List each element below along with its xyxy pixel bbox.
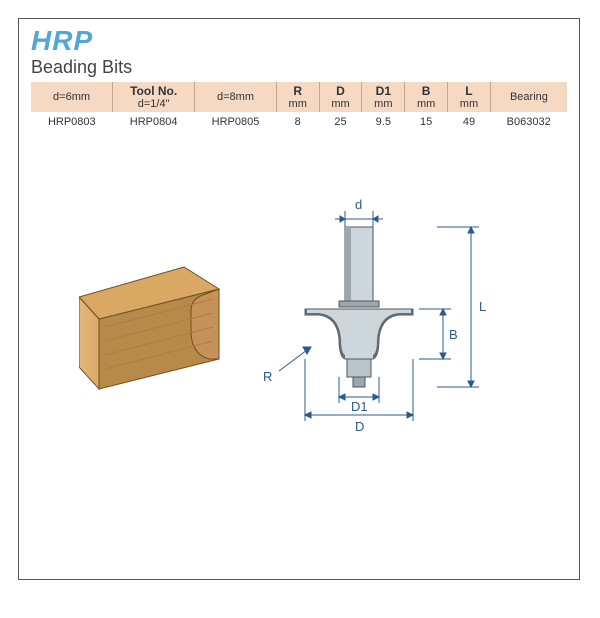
router-bit-icon: d L B R D1 D <box>263 199 486 434</box>
col-toolno: Tool No.d=1/4" <box>113 82 195 112</box>
col-B: Bmm <box>405 82 448 112</box>
cell: 15 <box>405 112 448 132</box>
col-D1: D1mm <box>362 82 405 112</box>
col-d6: d=6mm <box>31 82 113 112</box>
spec-table: d=6mm Tool No.d=1/4" d=8mm Rmm Dmm D1mm … <box>31 82 567 132</box>
col-L: Lmm <box>448 82 491 112</box>
diagram-area: d L B R D1 D <box>79 199 539 459</box>
cell: 8 <box>276 112 319 132</box>
dim-label-R: R <box>263 369 272 384</box>
spec-table-body: HRP0803 HRP0804 HRP0805 8 25 9.5 15 49 B… <box>31 112 567 132</box>
cell: HRP0805 <box>195 112 277 132</box>
cell: B063032 <box>490 112 567 132</box>
dim-label-D1: D1 <box>351 399 368 414</box>
diagram-svg: d L B R D1 D <box>79 199 539 459</box>
catalog-panel: HRP Beading Bits d=6mm Tool No.d=1/4" d=… <box>18 18 580 580</box>
cell: 49 <box>448 112 491 132</box>
col-D: Dmm <box>319 82 362 112</box>
col-bearing: Bearing <box>490 82 567 112</box>
cell: HRP0803 <box>31 112 113 132</box>
dim-label-D: D <box>355 419 364 434</box>
col-d8: d=8mm <box>195 82 277 112</box>
dim-label-d: d <box>355 199 362 212</box>
wood-sample-icon <box>79 267 219 389</box>
dim-label-L: L <box>479 299 486 314</box>
product-subtitle: Beading Bits <box>31 57 567 78</box>
cell: HRP0804 <box>113 112 195 132</box>
col-R: Rmm <box>276 82 319 112</box>
spec-table-head: d=6mm Tool No.d=1/4" d=8mm Rmm Dmm D1mm … <box>31 82 567 112</box>
cell: 25 <box>319 112 362 132</box>
heading-area: HRP Beading Bits <box>19 19 579 78</box>
product-code: HRP <box>31 25 567 57</box>
cell: 9.5 <box>362 112 405 132</box>
dim-label-B: B <box>449 327 458 342</box>
table-row: HRP0803 HRP0804 HRP0805 8 25 9.5 15 49 B… <box>31 112 567 132</box>
